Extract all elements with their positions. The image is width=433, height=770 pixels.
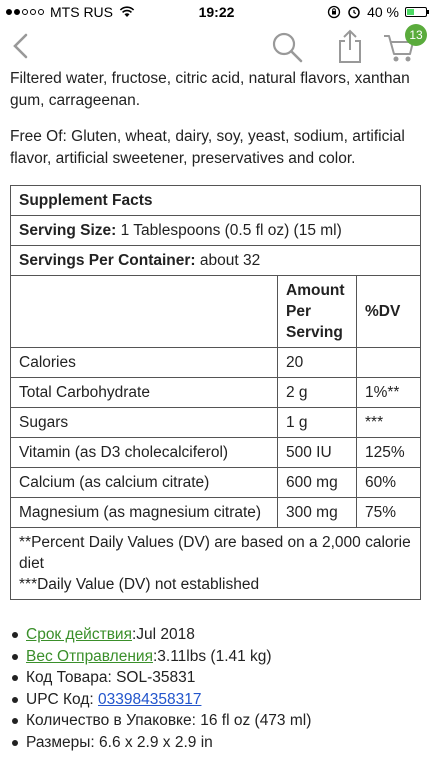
servings-label: Servings Per Container: xyxy=(19,252,196,269)
nutrient-dv: 1%** xyxy=(356,377,421,408)
product-details-list: Срок действия:Jul 2018 Вес Отправления:3… xyxy=(10,624,428,753)
shipping-weight-value: :3.11lbs (1.41 kg) xyxy=(152,647,272,665)
nutrient-amount: 300 mg xyxy=(277,497,357,528)
free-of-text: Free Of: Gluten, wheat, dairy, soy, yeas… xyxy=(10,128,405,167)
list-item: Размеры: 6.6 x 2.9 x 2.9 in xyxy=(10,732,428,754)
nav-bar: 13 xyxy=(0,24,433,70)
package-quantity: Количество в Упаковке: 16 fl oz (473 ml) xyxy=(26,712,312,729)
rotation-lock-icon xyxy=(327,5,341,19)
table-row: Magnesium (as magnesium citrate) 300 mg 75… xyxy=(10,497,421,528)
alarm-icon xyxy=(348,6,360,19)
footnote-not-established: ***Daily Value (DV) not established xyxy=(19,576,260,593)
table-row: Vitamin (as D3 cholecalciferol) 500 IU 125… xyxy=(10,437,421,468)
cart-count-badge: 13 xyxy=(405,24,427,46)
nutrient-amount: 600 mg xyxy=(277,467,357,498)
nutrient-name: Magnesium (as magnesium citrate) xyxy=(10,497,278,528)
signal-icon xyxy=(6,9,44,15)
status-time: 19:22 xyxy=(198,4,235,20)
battery-icon xyxy=(405,7,429,17)
nutrient-name: Vitamin (as D3 cholecalciferol) xyxy=(10,437,278,468)
battery-percent: 40 % xyxy=(367,4,399,20)
facts-title: Supplement Facts xyxy=(10,185,421,216)
list-item: Код Товара: SOL-35831 xyxy=(10,667,428,689)
facts-title-row: Supplement Facts xyxy=(10,185,421,216)
nutrient-name: Calories xyxy=(10,347,278,378)
supplement-facts-table: Supplement Facts Serving Size: 1 Tablesp… xyxy=(10,185,421,600)
table-row: Sugars 1 g *** xyxy=(10,407,421,438)
list-item: Количество в Упаковке: 16 fl oz (473 ml) xyxy=(10,710,428,732)
product-description: Filtered water, fructose, citric acid, n… xyxy=(10,68,428,170)
wifi-icon xyxy=(119,6,135,17)
nutrient-dv xyxy=(356,347,421,378)
back-chevron-icon[interactable] xyxy=(8,30,32,62)
dimensions: Размеры: 6.6 x 2.9 x 2.9 in xyxy=(26,733,213,751)
upc-label: UPC Код: xyxy=(26,690,98,708)
nutrient-amount: 500 IU xyxy=(277,437,357,468)
amount-header: Amount Per Serving xyxy=(277,275,357,348)
facts-header-row: Amount Per Serving %DV xyxy=(10,275,421,348)
dv-header: %DV xyxy=(356,275,421,348)
servings-value: about 32 xyxy=(195,252,261,269)
table-row: Total Carbohydrate 2 g 1%** xyxy=(10,377,421,408)
nutrient-name: Calcium (as calcium citrate) xyxy=(10,467,278,498)
table-row: Calcium (as calcium citrate) 600 mg 60% xyxy=(10,467,421,498)
list-item: Срок действия:Jul 2018 xyxy=(10,624,428,646)
nutrient-dv: 60% xyxy=(356,467,421,498)
status-right: 40 % xyxy=(327,4,429,20)
shipping-weight-link[interactable]: Вес Отправления xyxy=(26,647,153,665)
nutrient-name: Sugars xyxy=(10,407,278,438)
share-icon[interactable] xyxy=(334,28,366,64)
carrier-name: MTS RUS xyxy=(50,4,113,20)
nutrient-amount: 20 xyxy=(277,347,357,378)
serving-size-label: Serving Size: xyxy=(19,222,117,239)
upc-link[interactable]: 033984358317 xyxy=(98,690,202,708)
footnote-row: **Percent Daily Values (DV) are based on… xyxy=(10,527,421,600)
ingredients-text: Filtered water, fructose, citric acid, n… xyxy=(10,70,410,109)
serving-size-row: Serving Size: 1 Tablespoons (0.5 fl oz) … xyxy=(10,215,421,246)
serving-size-value: 1 Tablespoons (0.5 fl oz) (15 ml) xyxy=(116,222,342,239)
nutrient-dv: 75% xyxy=(356,497,421,528)
nutrient-dv: *** xyxy=(356,407,421,438)
nutrient-amount: 1 g xyxy=(277,407,357,438)
nutrient-name: Total Carbohydrate xyxy=(10,377,278,408)
nutrient-dv: 125% xyxy=(356,437,421,468)
list-item: Вес Отправления:3.11lbs (1.41 kg) xyxy=(10,646,428,668)
expiry-link[interactable]: Срок действия xyxy=(26,626,132,643)
status-left: MTS RUS xyxy=(6,4,135,20)
table-row: Calories 20 xyxy=(10,347,421,378)
search-icon[interactable] xyxy=(270,30,304,64)
expiry-value: :Jul 2018 xyxy=(131,626,195,643)
servings-per-container-row: Servings Per Container: about 32 xyxy=(10,245,421,276)
list-item: UPC Код: 033984358317 xyxy=(10,689,428,711)
product-code: Код Товара: SOL-35831 xyxy=(26,669,196,686)
footnote-dv: **Percent Daily Values (DV) are based on… xyxy=(19,534,411,572)
status-bar: MTS RUS 19:22 40 % xyxy=(0,0,433,24)
nutrient-amount: 2 g xyxy=(277,377,357,408)
